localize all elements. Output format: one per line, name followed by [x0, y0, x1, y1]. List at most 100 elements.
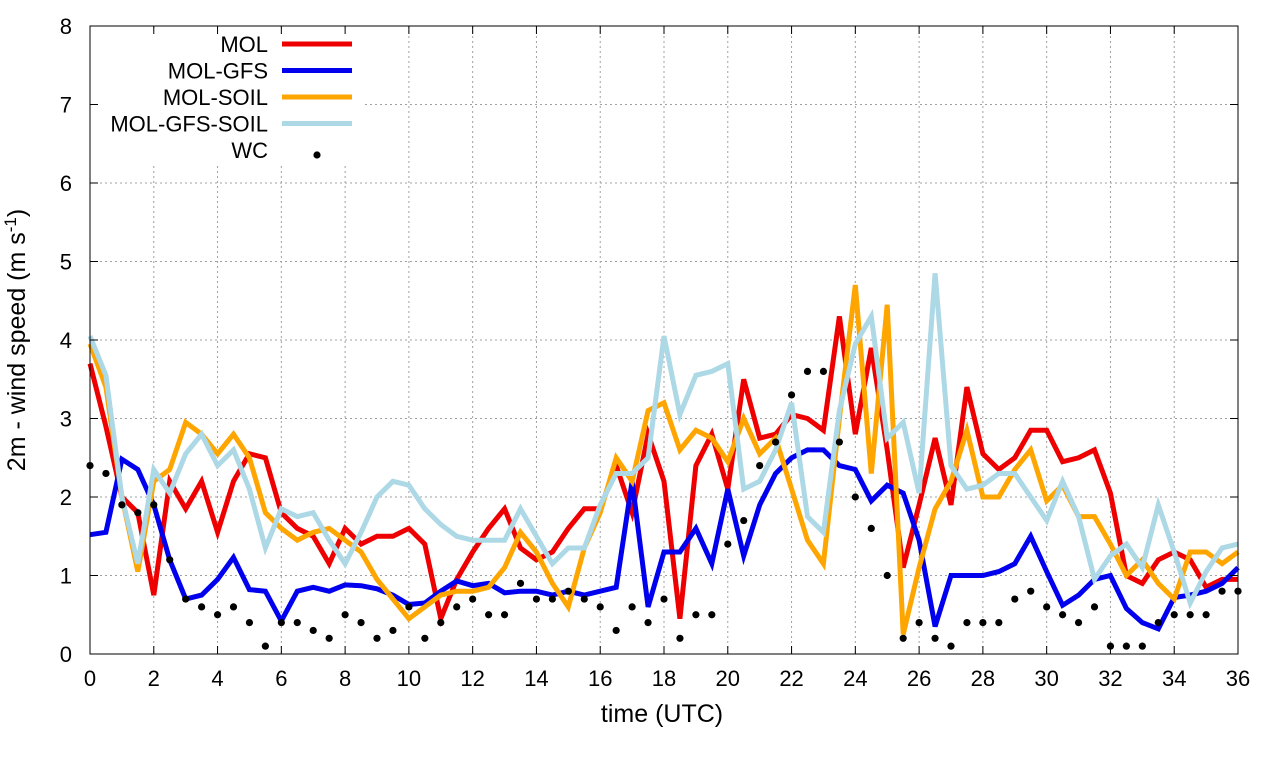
wc-point — [1122, 642, 1130, 650]
axis-ticks: 0 2 4 6 8 10 12 14 16 18 20 22 24 26 28 30 32 34 360123456… — [60, 14, 1250, 691]
wc-point — [453, 603, 461, 611]
x-tick-label: 4 — [211, 666, 223, 691]
wc-point — [708, 611, 716, 619]
wc-point — [134, 509, 142, 517]
x-tick-label: 26 — [907, 666, 931, 691]
y-tick-label: 5 — [60, 250, 72, 275]
x-tick-label: 14 — [524, 666, 548, 691]
x-axis-label: time (UTC) — [601, 700, 723, 728]
x-tick-label: 6 — [275, 666, 287, 691]
legend-marker-wc — [313, 151, 321, 159]
wc-point — [198, 603, 206, 611]
x-tick-label: 8 — [339, 666, 351, 691]
wc-point — [500, 611, 509, 619]
y-tick-label: 0 — [60, 642, 72, 667]
wc-point — [915, 619, 923, 627]
wc-point — [469, 595, 477, 603]
x-tick-label: 28 — [971, 666, 995, 691]
wc-point — [628, 603, 636, 611]
wc-point — [357, 619, 365, 627]
x-tick-label: 24 — [843, 666, 867, 691]
wc-point — [102, 469, 110, 478]
legend-label-mol-gfs: MOL-GFS — [168, 59, 268, 84]
wc-point — [644, 619, 652, 627]
wc-point — [213, 611, 222, 619]
wc-point — [963, 619, 971, 627]
x-tick-label: 2 — [148, 666, 160, 691]
x-tick-label: 30 — [1034, 666, 1058, 691]
wc-point — [118, 501, 126, 509]
wc-point — [756, 462, 764, 470]
wc-point — [1043, 603, 1051, 611]
wc-point — [1202, 611, 1210, 619]
y-tick-label: 7 — [60, 93, 72, 118]
wc-point — [182, 595, 190, 603]
wc-point — [883, 571, 891, 580]
wc-point — [245, 619, 254, 627]
x-tick-label: 32 — [1098, 666, 1122, 691]
y-axis-label-main: 2m - wind speed (m s — [3, 232, 31, 471]
wc-point — [421, 634, 429, 642]
wc-point — [293, 619, 301, 627]
wc-point — [676, 634, 684, 642]
wc-point — [1170, 611, 1178, 619]
wc-point — [819, 367, 828, 375]
wc-point — [1218, 587, 1226, 595]
wc-point — [580, 595, 588, 603]
wc-point — [1027, 587, 1035, 595]
wc-point — [564, 587, 572, 595]
series-layer — [86, 273, 1242, 650]
x-tick-label: 16 — [588, 666, 612, 691]
x-tick-label: 22 — [779, 666, 803, 691]
wc-point — [405, 603, 413, 611]
wc-point — [485, 611, 493, 619]
series-line-mol-soil — [87, 284, 1240, 635]
wc-point — [1011, 595, 1019, 603]
wc-point — [931, 634, 939, 642]
wc-point — [740, 516, 748, 525]
legend-label-wc: WC — [231, 138, 268, 163]
wc-point — [612, 626, 620, 635]
y-axis-label-sup: -1 — [1, 217, 20, 232]
wc-point — [851, 493, 859, 501]
wc-point — [1074, 619, 1083, 627]
wc-point — [1138, 642, 1146, 650]
wc-point — [1154, 619, 1162, 627]
wc-point — [835, 438, 843, 446]
legend-label-mol-gfs-soil: MOL-GFS-SOIL — [110, 112, 268, 137]
y-tick-label: 4 — [60, 328, 72, 353]
wc-point — [1186, 611, 1194, 619]
wc-point — [548, 595, 556, 603]
wc-point — [596, 603, 604, 611]
y-tick-label: 1 — [60, 564, 72, 589]
wc-point — [437, 619, 445, 627]
wc-point — [261, 642, 269, 650]
legend-label-mol-soil: MOL-SOIL — [163, 85, 268, 110]
wc-point — [516, 579, 525, 587]
y-tick-label: 2 — [60, 485, 72, 510]
x-tick-label: 12 — [460, 666, 484, 691]
wc-point — [995, 619, 1003, 627]
wc-point — [341, 611, 349, 619]
wc-point — [166, 556, 174, 564]
y-axis-label-tail: ) — [3, 209, 31, 217]
wc-point — [150, 501, 158, 509]
wc-point — [229, 603, 238, 611]
wc-point — [979, 619, 987, 627]
wc-point — [309, 626, 317, 635]
wc-point — [1059, 611, 1067, 619]
wc-point — [277, 619, 285, 627]
y-tick-label: 6 — [60, 171, 72, 196]
wc-point — [803, 367, 812, 375]
wc-point — [660, 595, 668, 603]
x-tick-label: 20 — [716, 666, 740, 691]
x-tick-label: 34 — [1162, 666, 1186, 691]
x-tick-label: 36 — [1226, 666, 1250, 691]
wc-point — [373, 634, 381, 642]
x-tick-label: 0 — [84, 666, 96, 691]
wc-point — [532, 595, 541, 603]
wc-point — [389, 626, 397, 635]
wc-point — [867, 524, 875, 533]
